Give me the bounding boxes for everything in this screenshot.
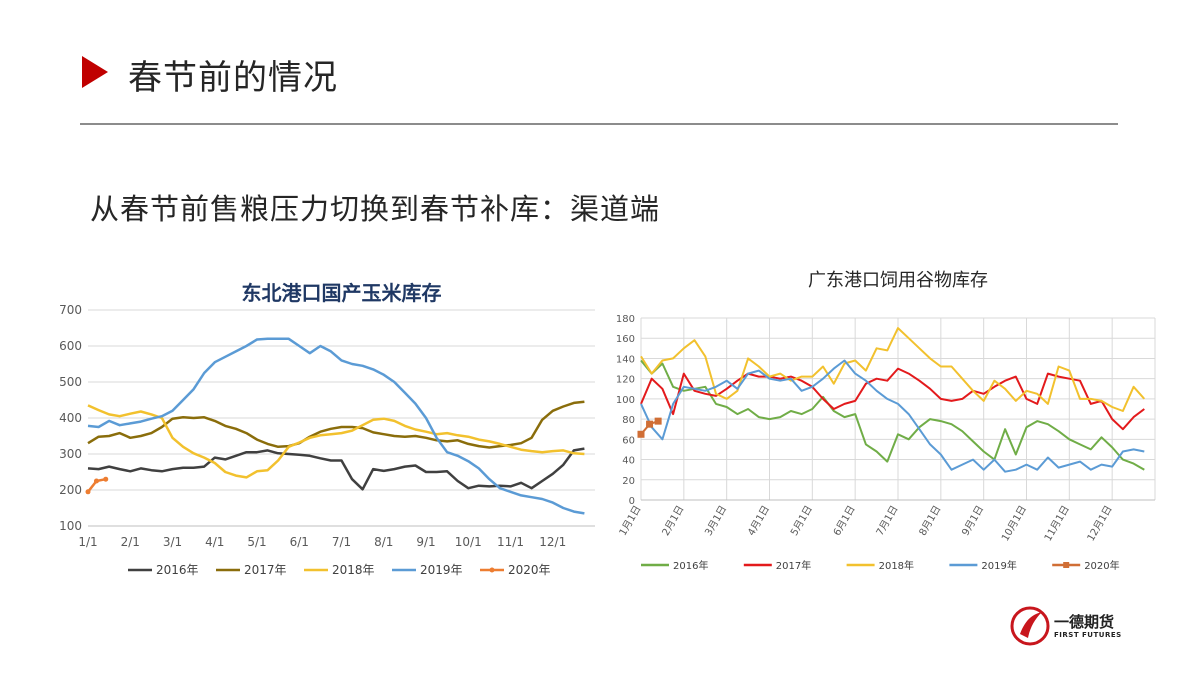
title-marker-icon [82, 56, 108, 88]
legend-label-2016年: 2016年 [156, 563, 199, 577]
y-tick-label: 0 [629, 496, 635, 507]
title-divider [80, 123, 1118, 125]
series-line-2018年 [640, 327, 1146, 412]
x-tick-label: 6月1日 [831, 504, 858, 538]
legend-label-2017年: 2017年 [776, 559, 811, 572]
x-tick-label: 10/1 [455, 535, 482, 549]
legend-label-2016年: 2016年 [673, 559, 708, 572]
x-tick-label: 1/1 [78, 535, 97, 549]
legend-marker-2020年 [489, 567, 495, 573]
chart-northeast-port-corn-inventory: 东北港口国产玉米库存 100 200 300 400 500 600 700 1/1 2/1 3/1… [59, 281, 595, 577]
slide-title: 春节前的情况 [128, 58, 338, 98]
legend-label-2019年: 2019年 [981, 559, 1016, 572]
series-line-2016年 [87, 447, 585, 491]
x-tick-label: 8月1日 [917, 504, 944, 538]
x-tick-label: 11月1日 [1042, 504, 1072, 544]
legend-marker-2020年 [1063, 562, 1070, 568]
x-tick-label: 11/1 [497, 535, 524, 549]
series-line-2019年 [87, 337, 585, 515]
data-point-2020年 [637, 430, 645, 438]
slide-subtitle: 从春节前售粮压力切换到春节补库：渠道端 [90, 192, 661, 226]
x-tick-label: 7月1日 [874, 504, 901, 538]
y-tick-label: 300 [59, 447, 82, 461]
x-tick-label: 12/1 [539, 535, 566, 549]
x-tick-label: 9月1日 [960, 504, 987, 538]
series-line-2017年 [87, 400, 585, 449]
y-tick-label: 400 [59, 411, 82, 425]
x-tick-label: 1月1日 [617, 504, 644, 538]
x-tick-label: 9/1 [416, 535, 435, 549]
logo-subtitle: FIRST FUTURES [1054, 631, 1122, 639]
chart-guangdong-port-feed-grain-inventory: 广东港口饲用谷物库存 0 20 40 60 80 100 120 140 160 180 1月1日 2月… [616, 270, 1156, 572]
y-tick-label: 180 [616, 314, 635, 325]
first-futures-logo [1010, 606, 1050, 646]
series-line-2017年 [640, 367, 1145, 431]
y-tick-label: 700 [59, 303, 82, 317]
x-tick-label: 5月1日 [788, 504, 815, 538]
data-point-2020年 [103, 476, 109, 482]
y-tick-label: 100 [59, 519, 82, 533]
y-tick-label: 80 [622, 415, 635, 426]
series-line-2019年 [640, 359, 1145, 473]
x-tick-label: 4/1 [205, 535, 224, 549]
chart-title: 广东港口饲用谷物库存 [808, 270, 988, 291]
y-tick-label: 60 [622, 435, 635, 446]
x-tick-label: 3月1日 [703, 504, 730, 538]
x-tick-label: 8/1 [374, 535, 393, 549]
x-tick-label: 10月1日 [999, 504, 1029, 544]
legend-label-2018年: 2018年 [879, 559, 914, 572]
data-point-2020年 [646, 420, 654, 428]
y-tick-label: 160 [616, 334, 635, 345]
legend-label-2020年: 2020年 [508, 563, 551, 577]
legend-label-2018年: 2018年 [332, 563, 375, 577]
x-tick-label: 2/1 [121, 535, 140, 549]
logo-ring-icon [1010, 606, 1050, 646]
legend-label-2019年: 2019年 [420, 563, 463, 577]
x-tick-label: 12月1日 [1085, 503, 1115, 543]
chart-title: 东北港口国产玉米库存 [242, 281, 442, 305]
data-point-2020年 [654, 417, 662, 425]
y-tick-label: 500 [59, 375, 82, 389]
data-point-2020年 [93, 478, 99, 484]
y-tick-label: 20 [622, 476, 635, 487]
series-line-2016年 [640, 359, 1145, 471]
x-tick-label: 6/1 [290, 535, 309, 549]
x-tick-label: 5/1 [247, 535, 266, 549]
y-tick-label: 100 [616, 395, 635, 406]
x-tick-label: 2月1日 [660, 504, 687, 538]
legend-label-2017年: 2017年 [244, 563, 287, 577]
x-tick-label: 3/1 [163, 535, 182, 549]
y-tick-label: 200 [59, 483, 82, 497]
y-tick-label: 600 [59, 339, 82, 353]
y-tick-label: 120 [616, 375, 635, 386]
series-line-2018年 [87, 404, 585, 479]
logo-flame-icon [1020, 612, 1042, 638]
y-tick-label: 140 [616, 354, 635, 365]
legend-label-2020年: 2020年 [1084, 559, 1119, 572]
x-tick-label: 4月1日 [745, 504, 772, 538]
x-tick-label: 7/1 [332, 535, 351, 549]
data-point-2020年 [85, 489, 91, 495]
logo-name: 一德期货 [1054, 613, 1115, 631]
y-tick-label: 40 [622, 456, 635, 467]
